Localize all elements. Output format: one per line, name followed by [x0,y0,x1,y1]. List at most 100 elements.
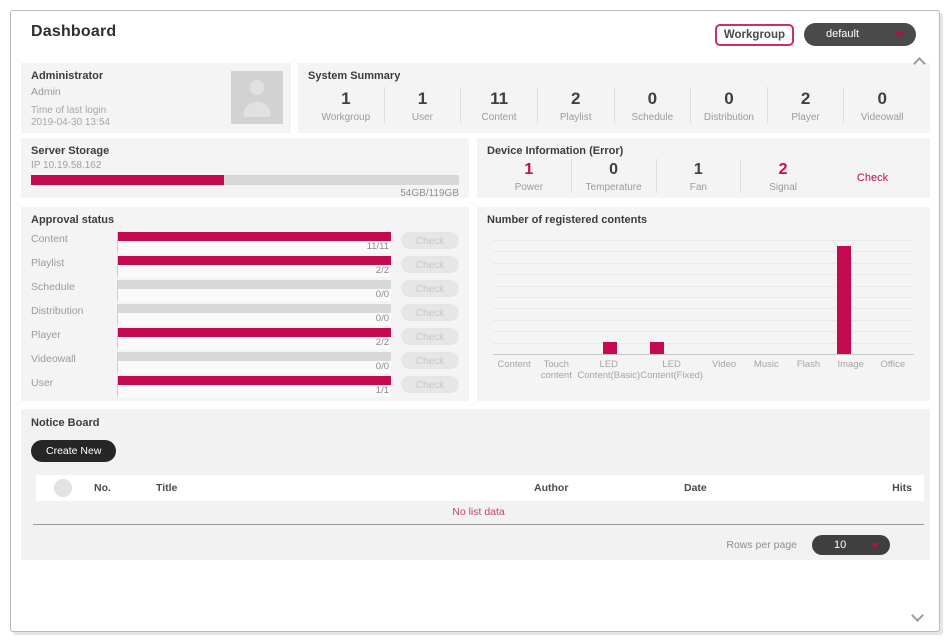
approval-row-value: 2/2 [118,265,391,277]
select-all-checkbox[interactable] [54,479,72,497]
chart-bar-slot [820,240,867,354]
device-stat-value: 1 [693,161,703,178]
approval-row-bar: 0/0 [117,352,391,373]
approval-progressbar [118,280,391,289]
server-storage-card: Server Storage IP 10.19.58.162 54GB/119G… [21,138,469,199]
system-stat-value: 2 [800,89,811,108]
system-stat: 0 Schedule [613,87,691,123]
device-info-stats: 1 Power 0 Temperature 1 Fan 2 Signal [487,159,825,193]
rows-per-page-label: Rows per page [726,539,797,551]
chart-bar-slot [680,240,727,354]
system-stat-label: Schedule [631,112,674,123]
chart-gridline [493,308,914,309]
chart-title: Number of registered contents [487,214,648,226]
device-stat-value: 1 [524,161,534,178]
system-stat-label: Content [481,112,517,123]
approval-check-button[interactable]: Check [401,232,459,249]
device-info-title: Device Information (Error) [487,145,624,157]
column-header-date: Date [684,482,707,494]
notice-board-title: Notice Board [31,417,100,429]
chart-gridline [493,297,914,298]
chart-gridline [493,263,914,264]
system-stat: 2 Player [766,87,844,123]
approval-row: Content 11/11 Check [31,232,459,256]
chart-bar-slot [493,240,540,354]
approval-row: Distribution 0/0 Check [31,304,459,328]
approval-row: Player 2/2 Check [31,328,459,352]
approval-progressbar [118,328,391,337]
approval-check-button[interactable]: Check [401,304,459,321]
chart-gridline [493,320,914,321]
chart-category-text: Flash [796,359,821,370]
system-stat: 1 Workgroup [308,87,384,123]
approval-check-button[interactable]: Check [401,256,459,273]
system-stat: 0 Distribution [690,87,767,123]
device-check-link[interactable]: Check [856,172,889,184]
approval-row-bar: 2/2 [117,328,391,349]
system-stat-value: 2 [570,89,581,108]
system-summary-card: System Summary 1 Workgroup 1 User 11 Content 2… [298,63,930,133]
create-new-button[interactable]: Create New [31,440,117,462]
notice-table-footer: Rows per page 10 [21,525,930,565]
chart-gridline [493,331,914,332]
device-stat-label: Fan [689,182,707,193]
admin-username: Admin [31,86,61,98]
chevron-down-icon [894,32,904,37]
system-stat-label: Playlist [559,112,592,123]
device-stat: 0 Temperature [570,159,656,193]
approval-row: User 1/1 Check [31,376,459,400]
approval-rows: Content 11/11 Check Playlist 2/2 Check Schedul… [31,232,459,400]
chart-gridline [493,251,914,252]
chart-category-text: Touch content [540,359,572,382]
approval-progressbar [118,376,391,385]
approval-row-label: User [31,377,54,389]
approval-progressbar [118,352,391,361]
approval-progressbar [118,304,391,313]
rows-per-page-select[interactable]: 10 [812,535,890,555]
approval-row-value: 0/0 [118,289,391,301]
system-stat: 11 Content [460,87,537,123]
device-stat: 1 Power [487,159,571,193]
approval-row-value: 0/0 [118,313,391,325]
workgroup-select[interactable]: default [804,23,916,46]
chart-category-label: Content [493,359,535,382]
chart-bars [493,240,914,354]
chart-category-label: Music [745,359,787,382]
approval-check-button[interactable]: Check [401,376,459,393]
approval-progressbar [118,256,391,265]
system-stat-value: 1 [341,89,351,108]
chart-category-text: LED Content(Basic) [577,359,641,382]
notice-board-section: Notice Board Create New No. Title Author… [21,409,930,560]
chart-category-label: LED Content(Basic) [577,359,640,382]
approval-status-card: Approval status Content 11/11 Check Playlis… [21,207,469,401]
approval-check-button[interactable]: Check [401,280,459,297]
approval-row-value: 11/11 [118,241,391,253]
device-stat-label: Temperature [585,182,642,193]
no-list-data-text: No list data [33,501,924,525]
approval-check-button[interactable]: Check [401,328,459,345]
chart-category-label: Image [830,359,872,382]
approval-row-value: 2/2 [118,337,391,349]
approval-row-bar: 11/11 [117,232,391,253]
system-stat-value: 11 [490,89,509,108]
approval-progressbar [118,232,391,241]
chart-bar-slot [867,240,914,354]
system-stat-value: 0 [877,89,887,108]
storage-progressbar [31,175,459,185]
system-stat-label: User [411,112,433,123]
device-stat: 1 Fan [655,159,741,193]
workgroup-highlight-label: Workgroup [714,23,794,46]
column-header-author: Author [534,482,569,494]
system-stat: 2 Playlist [536,87,614,123]
last-login-label: Time of last login [31,105,107,116]
chart-category-label: LED Content(Fixed) [640,359,703,382]
chart-bar-slot [727,240,774,354]
approval-row-bar: 0/0 [117,280,391,301]
device-info-card: Device Information (Error) 1 Power 0 Temper… [477,138,930,198]
approval-row-label: Schedule [31,281,75,293]
approval-check-button[interactable]: Check [401,352,459,369]
system-stat: 1 User [383,87,461,123]
avatar [231,71,283,124]
chart-category-text: Music [753,359,779,370]
column-header-title: Title [156,482,178,494]
